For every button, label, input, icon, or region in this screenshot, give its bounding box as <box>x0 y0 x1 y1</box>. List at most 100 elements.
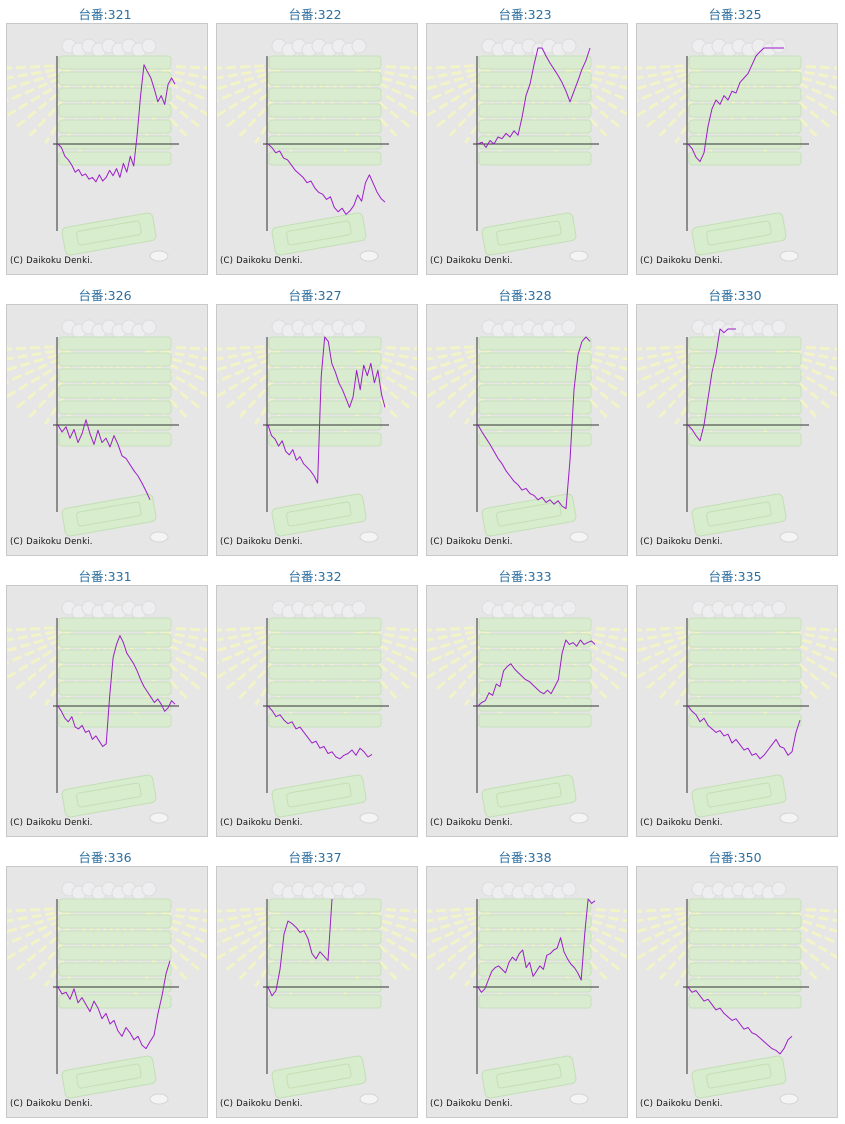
machine-card: 台番:325 (C) Daikoku Denki. <box>630 0 840 281</box>
slump-line <box>267 336 386 484</box>
copyright-text: (C) Daikoku Denki. <box>220 1099 303 1109</box>
background-art <box>217 600 417 824</box>
machine-number-label[interactable]: 台番:350 <box>708 850 762 865</box>
slump-line <box>477 47 591 148</box>
machine-card: 台番:328 (C) Daikoku Denki. <box>420 281 630 562</box>
background-art <box>427 319 627 543</box>
machine-number-label[interactable]: 台番:333 <box>498 569 552 584</box>
slump-graph-panel: (C) Daikoku Denki. <box>6 304 208 556</box>
slump-graph-panel: (C) Daikoku Denki. <box>426 866 628 1118</box>
slump-line <box>687 705 801 760</box>
slump-graph <box>217 319 417 543</box>
slump-line <box>267 705 373 760</box>
slump-graph <box>637 38 837 262</box>
machine-card: 台番:332 (C) Daikoku Denki. <box>210 562 420 843</box>
slump-graph <box>637 600 837 824</box>
background-art <box>427 38 627 262</box>
machine-number-label[interactable]: 台番:336 <box>78 850 132 865</box>
slump-line <box>57 635 176 747</box>
slump-line <box>57 64 176 183</box>
slump-graph <box>637 319 837 543</box>
background-art <box>217 881 417 1105</box>
machine-card: 台番:323 (C) Daikoku Denki. <box>420 0 630 281</box>
slump-graph-panel: (C) Daikoku Denki. <box>6 585 208 837</box>
slump-graph-panel: (C) Daikoku Denki. <box>426 23 628 275</box>
slump-graph <box>7 881 207 1105</box>
copyright-text: (C) Daikoku Denki. <box>640 537 723 547</box>
machine-number-label[interactable]: 台番:331 <box>78 569 132 584</box>
background-art <box>427 881 627 1105</box>
machine-number-label[interactable]: 台番:327 <box>288 288 342 303</box>
copyright-text: (C) Daikoku Denki. <box>640 1099 723 1109</box>
slump-graph-panel: (C) Daikoku Denki. <box>426 304 628 556</box>
background-art <box>637 600 837 824</box>
slump-line <box>57 419 151 501</box>
slump-line <box>477 639 596 707</box>
machine-number-label[interactable]: 台番:325 <box>708 7 762 22</box>
slump-graph-panel: (C) Daikoku Denki. <box>6 23 208 275</box>
slump-line <box>477 336 591 510</box>
slump-graph-panel: (C) Daikoku Denki. <box>636 23 838 275</box>
machine-card: 台番:333 (C) Daikoku Denki. <box>420 562 630 843</box>
machine-number-label[interactable]: 台番:323 <box>498 7 552 22</box>
copyright-text: (C) Daikoku Denki. <box>10 1099 93 1109</box>
slump-graph <box>7 600 207 824</box>
slump-line <box>267 143 386 215</box>
background-art <box>427 600 627 824</box>
slump-line <box>687 47 784 163</box>
slump-graph <box>637 881 837 1105</box>
copyright-text: (C) Daikoku Denki. <box>430 1099 513 1109</box>
slump-graph <box>427 600 627 824</box>
copyright-text: (C) Daikoku Denki. <box>10 537 93 547</box>
slump-graph <box>217 881 417 1105</box>
slump-graph-panel: (C) Daikoku Denki. <box>216 866 418 1118</box>
machine-number-label[interactable]: 台番:321 <box>78 7 132 22</box>
machine-card: 台番:327 (C) Daikoku Denki. <box>210 281 420 562</box>
slump-graph-panel: (C) Daikoku Denki. <box>426 585 628 837</box>
machine-number-label[interactable]: 台番:332 <box>288 569 342 584</box>
slump-graph-panel: (C) Daikoku Denki. <box>216 304 418 556</box>
machine-card: 台番:321 (C) Daikoku Denki. <box>0 0 210 281</box>
background-art <box>637 319 837 543</box>
slump-line <box>687 986 793 1055</box>
copyright-text: (C) Daikoku Denki. <box>430 537 513 547</box>
copyright-text: (C) Daikoku Denki. <box>220 818 303 828</box>
slump-graph-panel: (C) Daikoku Denki. <box>6 866 208 1118</box>
copyright-text: (C) Daikoku Denki. <box>640 256 723 266</box>
copyright-text: (C) Daikoku Denki. <box>10 818 93 828</box>
machine-card: 台番:326 (C) Daikoku Denki. <box>0 281 210 562</box>
machine-number-label[interactable]: 台番:330 <box>708 288 762 303</box>
machine-number-label[interactable]: 台番:335 <box>708 569 762 584</box>
background-art <box>217 38 417 262</box>
machine-card: 台番:331 (C) Daikoku Denki. <box>0 562 210 843</box>
slump-graph <box>427 881 627 1105</box>
background-art <box>637 38 837 262</box>
machine-number-label[interactable]: 台番:338 <box>498 850 552 865</box>
machine-card: 台番:338 (C) Daikoku Denki. <box>420 843 630 1124</box>
copyright-text: (C) Daikoku Denki. <box>430 256 513 266</box>
background-art <box>637 881 837 1105</box>
slump-line <box>477 898 596 993</box>
slump-graph-panel: (C) Daikoku Denki. <box>636 304 838 556</box>
machine-number-label[interactable]: 台番:322 <box>288 7 342 22</box>
slump-line <box>687 328 736 442</box>
slump-graph-panel: (C) Daikoku Denki. <box>216 23 418 275</box>
machine-card: 台番:350 (C) Daikoku Denki. <box>630 843 840 1124</box>
machine-card: 台番:336 (C) Daikoku Denki. <box>0 843 210 1124</box>
machine-number-label[interactable]: 台番:337 <box>288 850 342 865</box>
slump-line <box>57 960 171 1050</box>
slump-graph <box>217 600 417 824</box>
machine-number-label[interactable]: 台番:328 <box>498 288 552 303</box>
slump-line <box>267 898 333 997</box>
copyright-text: (C) Daikoku Denki. <box>430 818 513 828</box>
background-art <box>7 600 207 824</box>
machine-number-label[interactable]: 台番:326 <box>78 288 132 303</box>
machine-card: 台番:337 (C) Daikoku Denki. <box>210 843 420 1124</box>
slump-graph <box>7 319 207 543</box>
slump-graph <box>217 38 417 262</box>
background-art <box>7 881 207 1105</box>
slump-graph <box>427 38 627 262</box>
background-art <box>7 319 207 543</box>
background-art <box>217 319 417 543</box>
